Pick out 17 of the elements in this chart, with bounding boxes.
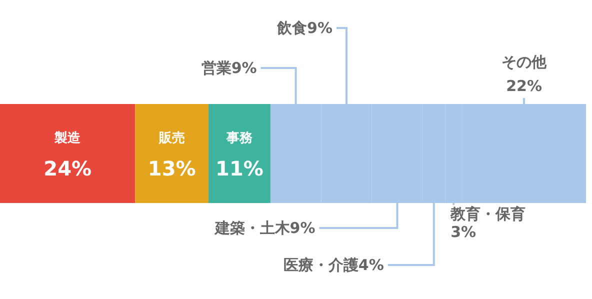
series-label: 教育・保育: [450, 205, 526, 223]
bar: [135, 104, 208, 203]
data-label: 22%: [506, 77, 542, 95]
data-label: 24%: [44, 156, 92, 180]
series-label: 製造: [54, 131, 82, 146]
bar: [0, 104, 136, 203]
data-label: 3%: [450, 223, 476, 241]
data-label: 11%: [216, 156, 264, 180]
bar: [208, 104, 270, 203]
series-label: 事務: [225, 131, 254, 146]
text: 営業9%: [201, 59, 257, 77]
series-label: 販売: [158, 130, 185, 146]
text: 飲食9%: [277, 19, 333, 37]
data-label: 13%: [148, 156, 196, 180]
text: その他: [502, 53, 548, 71]
text: 建築・土木9%: [214, 219, 316, 237]
text: 医療・介護4%: [283, 256, 384, 274]
